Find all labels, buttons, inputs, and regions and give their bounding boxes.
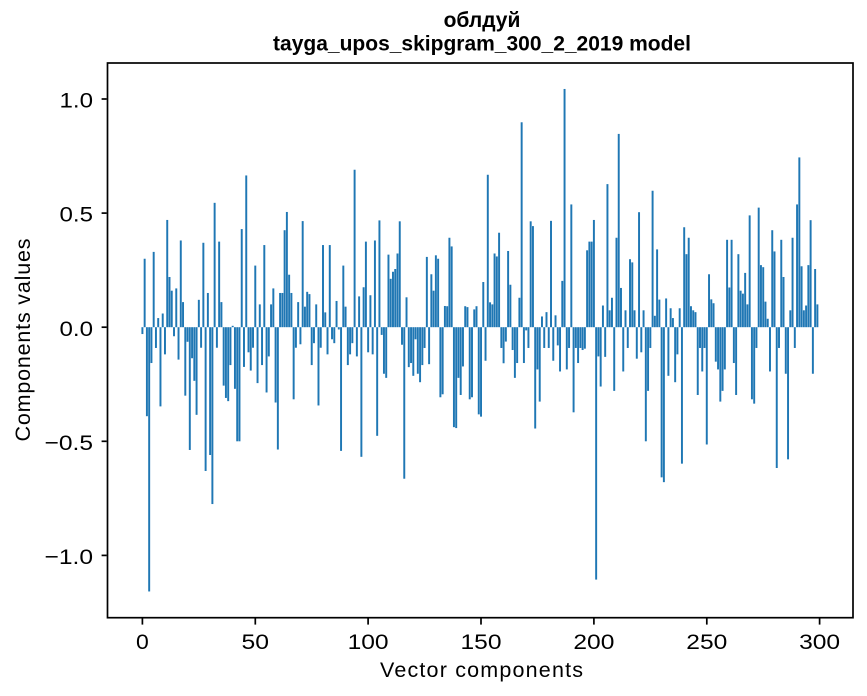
svg-text:0: 0 (136, 630, 149, 654)
svg-text:Components values: Components values (11, 239, 35, 442)
svg-text:Vector components: Vector components (380, 658, 583, 682)
svg-text:tayga_upos_skipgram_300_2_2019: tayga_upos_skipgram_300_2_2019 model (273, 33, 691, 56)
svg-text:100: 100 (348, 630, 389, 654)
svg-text:0.0: 0.0 (60, 317, 94, 341)
svg-text:−0.5: −0.5 (45, 431, 94, 455)
svg-text:250: 250 (686, 630, 727, 654)
svg-text:50: 50 (242, 630, 270, 654)
svg-text:150: 150 (461, 630, 502, 654)
svg-text:200: 200 (573, 630, 614, 654)
svg-text:облдуй: облдуй (444, 9, 521, 32)
svg-text:1.0: 1.0 (60, 89, 94, 113)
svg-text:0.5: 0.5 (60, 203, 94, 227)
svg-text:−1.0: −1.0 (45, 545, 94, 569)
svg-text:300: 300 (799, 630, 840, 654)
